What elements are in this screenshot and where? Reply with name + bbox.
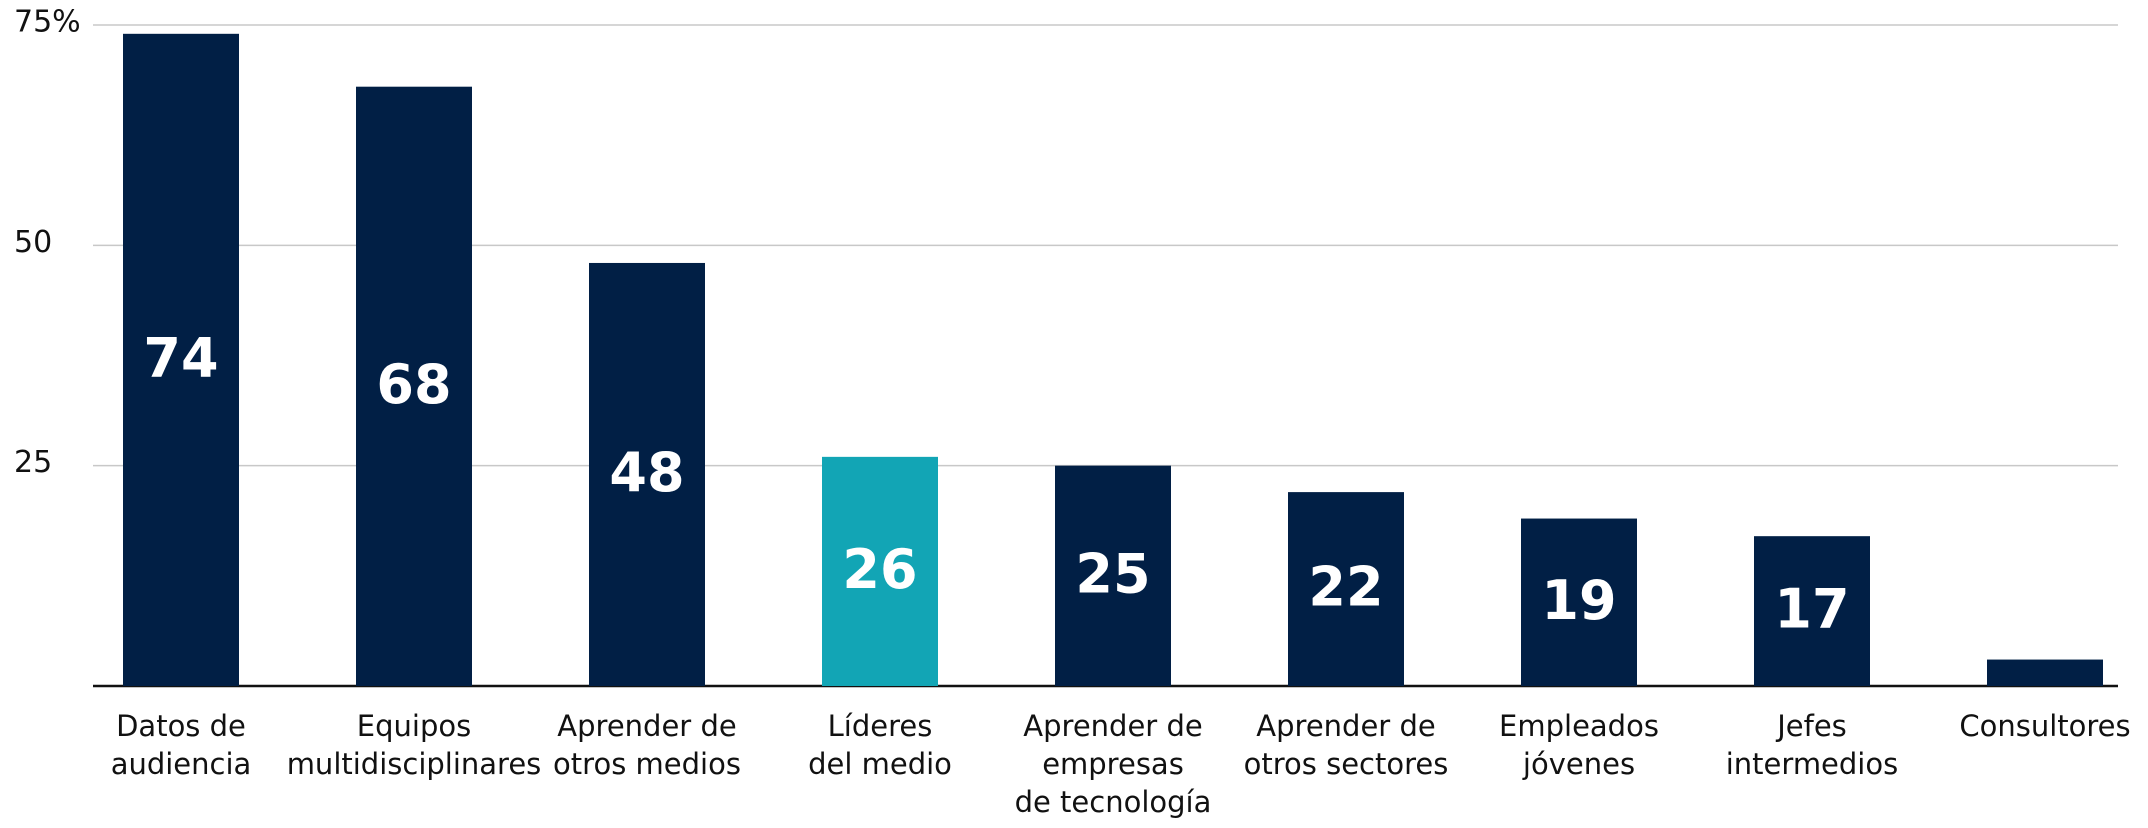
x-tick-line: audiencia [111,747,252,781]
value-label: 74 [143,327,218,390]
y-tick-label: 25 [14,445,52,480]
bar [1521,518,1637,686]
y-tick-label: 50 [14,225,52,260]
x-tick-line: Equipos [357,709,471,743]
x-tick-line: empresas [1042,747,1184,781]
bar [1055,465,1171,686]
bar [822,456,938,686]
x-tick-line: Líderes [828,709,933,743]
x-tick-line: multidisciplinares [287,747,542,781]
x-tick-label: Datos de audiencia [111,709,252,781]
x-tick-line: Jefes [1775,709,1847,743]
value-label: 48 [609,441,684,504]
bar [1987,659,2103,686]
bar [1288,492,1404,686]
x-tick-label: Líderes del medio [808,709,952,781]
x-tick-label: Aprender de otros medios [553,709,741,781]
value-label: 19 [1541,569,1616,632]
x-tick-label: Aprender de otros sectores [1244,709,1449,781]
value-label: 22 [1308,556,1383,619]
x-tick-line: del medio [808,747,952,781]
y-tick-label: 75% [14,5,81,40]
value-label: 17 [1774,578,1849,641]
x-tick-line: jóvenes [1522,747,1635,781]
x-tick-line: intermedios [1726,747,1898,781]
x-tick-line: de tecnología [1015,785,1212,819]
x-tick-line: Consultores [1959,709,2130,743]
x-tick-line: Aprender de [1256,709,1435,743]
bar [123,33,239,686]
value-label: 68 [376,353,451,416]
value-label: 26 [842,538,917,601]
x-tick-line: Aprender de [1023,709,1202,743]
x-tick-line: Aprender de [557,709,736,743]
x-tick-line: otros medios [553,747,741,781]
bar [589,262,705,686]
x-tick-label: Aprender de empresas de tecnología [1015,709,1212,819]
value-label: 25 [1075,542,1150,605]
x-tick-line: Datos de [116,709,246,743]
bar [356,86,472,686]
x-tick-label: Empleados jóvenes [1499,709,1659,781]
x-tick-line: Empleados [1499,709,1659,743]
x-tick-line: otros sectores [1244,747,1449,781]
bar [1754,536,1870,686]
x-tick-label: Equipos multidisciplinares [287,709,542,781]
x-tick-label: Jefes intermedios [1726,709,1898,781]
x-tick-label: Consultores [1959,709,2130,743]
